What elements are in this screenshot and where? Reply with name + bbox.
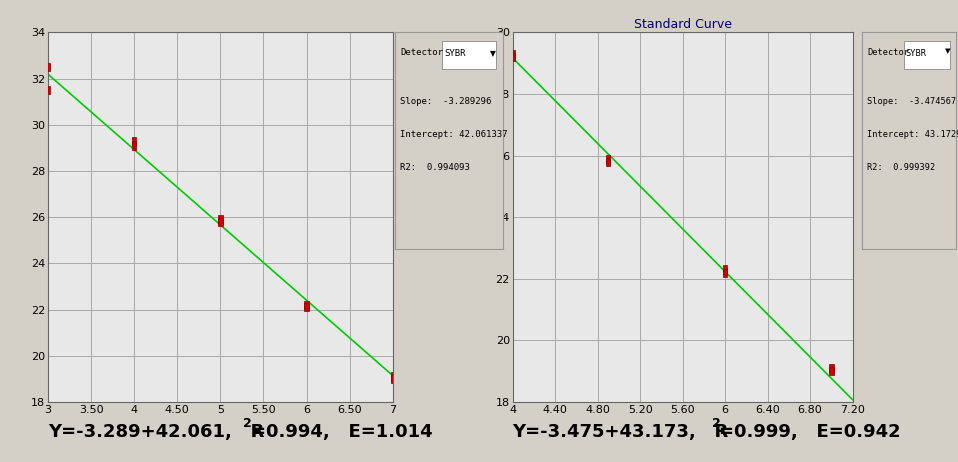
Text: R2:  0.999392: R2: 0.999392	[867, 163, 935, 171]
Text: Slope:  -3.289296: Slope: -3.289296	[400, 97, 491, 106]
Text: Detector: Detector	[400, 48, 444, 56]
FancyBboxPatch shape	[46, 63, 50, 71]
Text: 2: 2	[712, 417, 720, 430]
FancyBboxPatch shape	[511, 50, 514, 58]
Text: Intercept: 43.172966: Intercept: 43.172966	[867, 130, 958, 139]
FancyBboxPatch shape	[606, 155, 610, 163]
Text: SYBR: SYBR	[905, 49, 926, 58]
Text: 2: 2	[243, 417, 252, 430]
FancyBboxPatch shape	[830, 364, 833, 372]
Text: =0.999,   E=0.942: =0.999, E=0.942	[719, 423, 901, 441]
FancyBboxPatch shape	[218, 215, 222, 224]
FancyBboxPatch shape	[606, 158, 610, 166]
Text: =0.994,   E=1.014: =0.994, E=1.014	[251, 423, 433, 441]
Text: R2:  0.994093: R2: 0.994093	[400, 163, 470, 171]
FancyBboxPatch shape	[723, 268, 727, 277]
FancyBboxPatch shape	[830, 367, 833, 375]
FancyBboxPatch shape	[443, 41, 496, 69]
FancyBboxPatch shape	[305, 301, 308, 309]
Title: Standard Curve: Standard Curve	[633, 18, 732, 31]
Text: Slope:  -3.474567: Slope: -3.474567	[867, 97, 956, 106]
FancyBboxPatch shape	[511, 53, 514, 61]
Text: Y=-3.289+42.061,   R: Y=-3.289+42.061, R	[48, 423, 264, 441]
FancyBboxPatch shape	[46, 86, 50, 94]
FancyBboxPatch shape	[132, 141, 136, 150]
Text: Y=-3.475+43.173,   R: Y=-3.475+43.173, R	[513, 423, 729, 441]
FancyBboxPatch shape	[305, 303, 308, 311]
FancyBboxPatch shape	[218, 218, 222, 226]
Text: Intercept: 42.061337: Intercept: 42.061337	[400, 130, 508, 139]
Text: ▼: ▼	[945, 49, 950, 55]
FancyBboxPatch shape	[391, 375, 395, 383]
FancyBboxPatch shape	[391, 372, 395, 381]
FancyBboxPatch shape	[723, 266, 727, 274]
Text: Detector: Detector	[867, 48, 909, 56]
FancyBboxPatch shape	[903, 41, 950, 69]
Text: SYBR: SYBR	[445, 49, 466, 58]
FancyBboxPatch shape	[132, 137, 136, 145]
Text: ▼: ▼	[490, 49, 496, 58]
